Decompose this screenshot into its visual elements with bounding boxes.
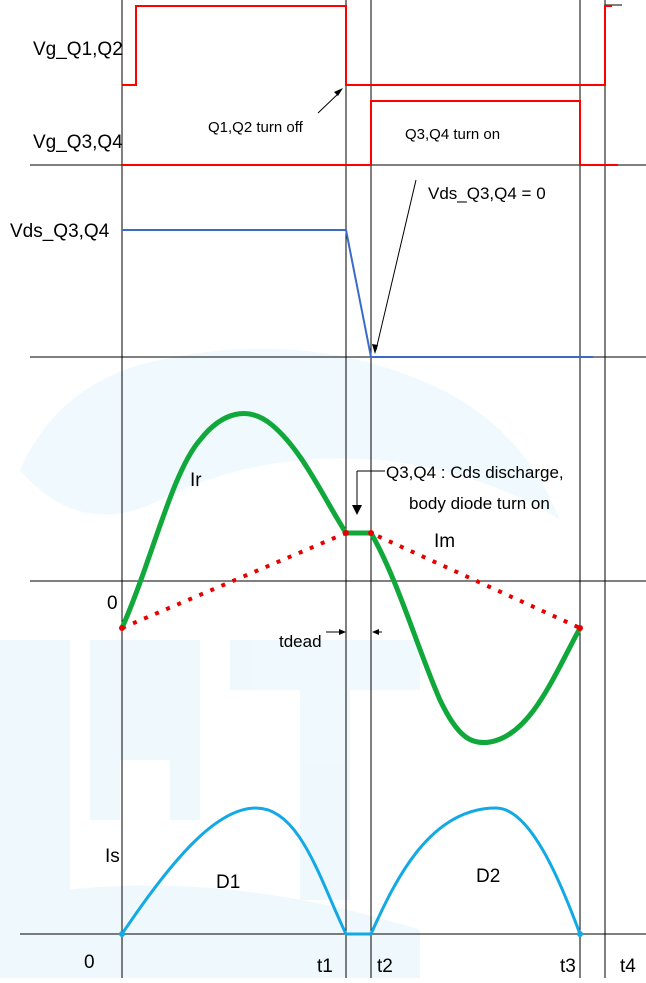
- label-d1: D1: [216, 872, 240, 893]
- label-ir: Ir: [190, 470, 202, 491]
- label-zero-top: 0: [107, 593, 118, 614]
- annotation-q3q4-turn-on: Q3,Q4 turn on: [405, 126, 500, 143]
- label-tdead: tdead: [279, 632, 322, 651]
- label-d2: D2: [476, 866, 500, 887]
- vds-q3q4-waveform: [122, 229, 593, 358]
- vg-q1q2-waveform: [122, 5, 612, 86]
- annotation-arrows: [317, 88, 417, 635]
- vg-q3q4-waveform: [122, 100, 618, 166]
- label-zero-bottom: 0: [84, 952, 95, 973]
- label-vds-q3q4: Vds_Q3,Q4: [10, 221, 110, 242]
- label-t1: t1: [317, 956, 333, 977]
- waveform-endpoints: [119, 530, 583, 631]
- label-vg-q3q4: Vg_Q3,Q4: [33, 132, 123, 153]
- label-vg-q1q2: Vg_Q1,Q2: [33, 39, 123, 60]
- label-is: Is: [105, 846, 120, 867]
- annotation-q1q2-turn-off: Q1,Q2 turn off: [208, 119, 304, 136]
- annotation-body-diode: body diode turn on: [409, 494, 550, 513]
- annotation-cds-discharge: Q3,Q4 : Cds discharge,: [386, 463, 564, 482]
- label-t3: t3: [560, 956, 576, 977]
- annotation-vds-zero: Vds_Q3,Q4 = 0: [428, 184, 546, 203]
- is-waveform: [120, 806, 582, 936]
- label-t2: t2: [377, 956, 393, 977]
- label-t4: t4: [620, 956, 636, 977]
- background-watermark: [0, 348, 560, 978]
- is-endpoints: [119, 931, 583, 937]
- label-im: Im: [434, 531, 455, 552]
